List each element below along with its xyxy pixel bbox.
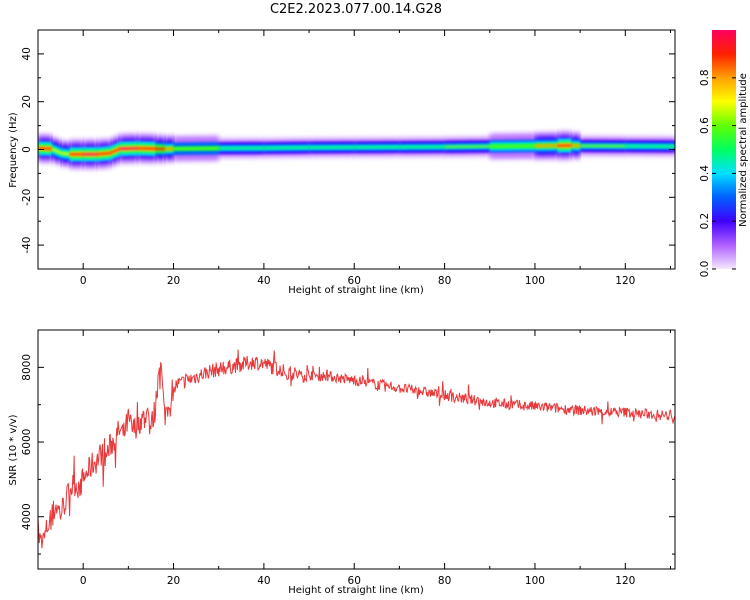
spectrogram-cell <box>173 147 220 150</box>
colorbar-gradient <box>712 30 736 269</box>
snr-panel: 0 20 40 60 80 100 120 4000 6000 8000 Height of s… <box>8 329 676 596</box>
colorbar-tick-label: 0.2 <box>699 213 711 230</box>
snr-series-line <box>38 349 675 549</box>
spectrogram-cell <box>309 146 355 149</box>
spectrogram-y-tick-label: 20 <box>21 95 33 108</box>
spectrogram-cell <box>69 152 84 156</box>
snr-y-tick-label: 6000 <box>21 429 33 456</box>
spectrogram-x-tick-label: 60 <box>348 275 361 287</box>
spectrogram-x-tick-label: 40 <box>257 275 270 287</box>
spectrogram-y-tick-label: -40 <box>21 237 33 254</box>
snr-x-tick-label: 60 <box>348 575 361 587</box>
snr-x-tick-label: 100 <box>525 575 545 587</box>
spectrogram-cell <box>60 151 71 156</box>
spectrogram-y-tick-label: 0 <box>21 146 33 153</box>
snr-frame <box>37 329 676 570</box>
snr-y-tick-label: 4000 <box>21 503 33 530</box>
colorbar-tick-label: 0.4 <box>699 165 711 182</box>
spectrogram-cell <box>137 146 157 151</box>
spectrogram-cell <box>51 147 62 155</box>
colorbar-tick-label: 0.0 <box>699 261 711 278</box>
snr-x-tick-label: 0 <box>80 575 87 587</box>
spectrogram-cell <box>625 145 675 148</box>
spectrogram-y-tick-label: 40 <box>21 47 33 60</box>
snr-y-tick-label: 8000 <box>21 354 33 381</box>
snr-y-ticks: 4000 6000 8000 <box>21 329 675 555</box>
spectrogram-cell <box>164 147 175 151</box>
colorbar-label: Normalized spectral amplitude <box>738 73 749 227</box>
snr-x-tick-label: 120 <box>615 575 635 587</box>
spectrogram-cell <box>155 147 166 151</box>
spectrogram-x-tick-label: 20 <box>167 275 180 287</box>
spectrogram-x-axis-label: Height of straight line (km) <box>288 285 424 296</box>
spectrogram-panel: 0 20 40 60 80 100 120 -40 -20 0 20 40 Height of st… <box>8 29 676 296</box>
snr-x-axis-label: Height of straight line (km) <box>288 585 424 596</box>
spectrogram-cell <box>354 146 401 149</box>
spectrogram-y-axis-label: Frequency (Hz) <box>8 112 19 188</box>
spectrogram-cell <box>263 146 310 150</box>
spectrogram-cell <box>580 144 626 148</box>
snr-x-ticks: 0 20 40 60 80 100 120 <box>37 330 671 587</box>
snr-x-tick-label: 20 <box>167 575 180 587</box>
colorbar: 0.0 0.2 0.4 0.6 0.8 Normalized spectral ampl… <box>699 30 749 277</box>
spectrogram-x-tick-label: 0 <box>80 275 87 287</box>
figure-title: C2E2.2023.077.00.14.G28 <box>270 2 442 17</box>
spectrogram-cell <box>83 152 98 156</box>
spectrogram-y-ticks: -40 -20 0 20 40 <box>21 29 675 270</box>
spectrogram-cell <box>534 144 559 148</box>
spectrogram-x-tick-label: 120 <box>615 275 635 287</box>
spectrogram-x-tick-label: 100 <box>525 275 545 287</box>
spectrogram-x-ticks: 0 20 40 60 80 100 120 <box>37 30 671 287</box>
spectrogram-ridge <box>38 130 675 170</box>
spectrogram-cell <box>399 145 446 149</box>
spectrogram-cell <box>489 144 536 148</box>
colorbar-ticks: 0.0 0.2 0.4 0.6 0.8 <box>699 69 736 277</box>
spectrogram-cell <box>444 145 491 148</box>
spectrogram-x-tick-label: 80 <box>438 275 451 287</box>
colorbar-tick-label: 0.8 <box>699 69 711 86</box>
spectrogram-cell <box>119 146 138 151</box>
spectrogram-cell <box>571 144 581 148</box>
spectrogram-cell <box>96 151 111 156</box>
spectrogram-y-tick-label: -20 <box>21 189 33 206</box>
colorbar-tick-label: 0.6 <box>699 117 711 134</box>
spectrogram-cell <box>218 146 265 150</box>
snr-x-tick-label: 40 <box>257 575 270 587</box>
spectrogram-cell <box>110 147 120 155</box>
spectrogram-cell <box>557 144 572 147</box>
snr-y-axis-label: SNR (10 * v/v) <box>8 414 19 485</box>
snr-plot-area <box>38 330 675 569</box>
snr-x-tick-label: 80 <box>438 575 451 587</box>
